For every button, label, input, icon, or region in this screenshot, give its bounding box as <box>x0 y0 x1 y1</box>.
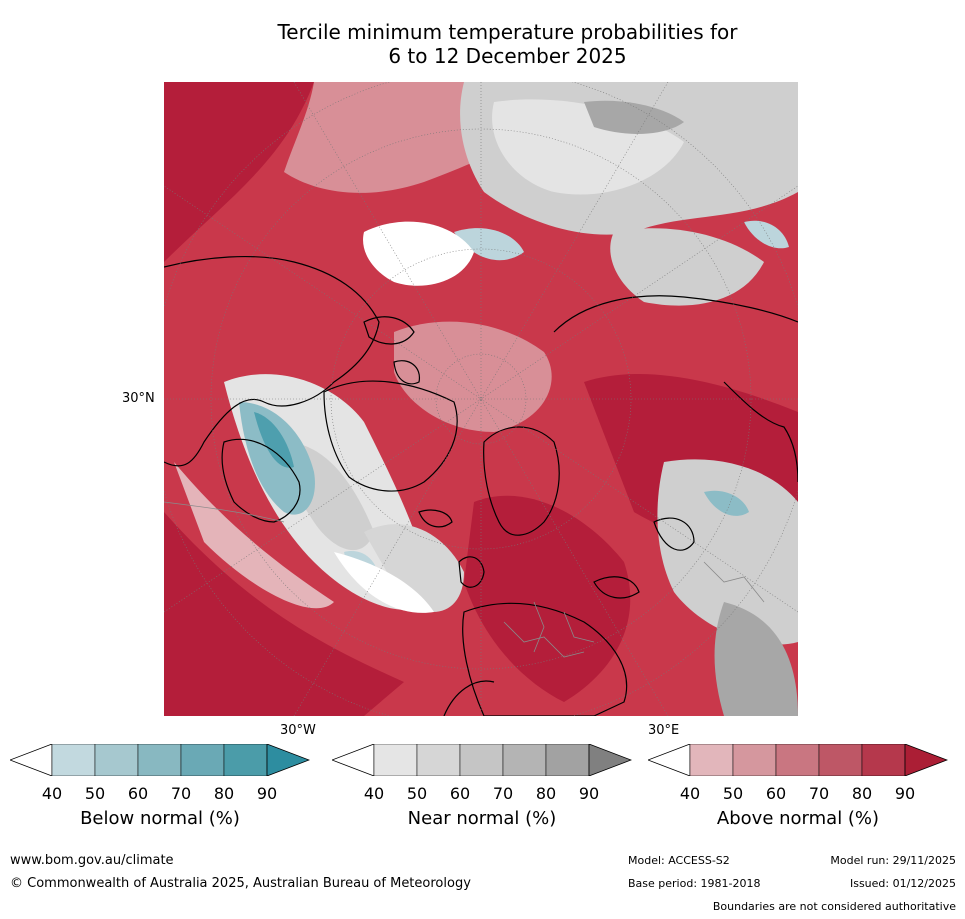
below-normal-bin-70-80 <box>180 743 225 777</box>
above-normal-colorbar-svg <box>646 743 949 777</box>
near-normal-bin-50-60 <box>416 743 461 777</box>
below-normal-tick: 40 <box>41 784 63 803</box>
region-white-atlantic <box>334 552 434 613</box>
coastlines <box>164 255 798 716</box>
coast-black-sea <box>593 576 640 599</box>
region-near-normal-east <box>657 459 798 645</box>
near-normal-tick: 70 <box>492 784 514 803</box>
above-normal-tick: 70 <box>808 784 830 803</box>
chart-title: Tercile minimum temperature probabilitie… <box>0 20 965 68</box>
near-normal-label: Near normal (%) <box>407 808 557 829</box>
below-normal-bin-60-70 <box>137 743 182 777</box>
near-normal-tick: 40 <box>363 784 385 803</box>
probability-map[interactable] <box>164 82 798 716</box>
title-line-1: Tercile minimum temperature probabilitie… <box>277 20 738 44</box>
region-light-red-southwest <box>174 462 334 609</box>
region-below-normal-siberia <box>744 220 789 249</box>
near-normal-colorbar <box>330 743 633 780</box>
coast-scandinavia <box>483 426 560 536</box>
region-white-arctic <box>363 221 474 286</box>
near-normal-tick: 50 <box>406 784 428 803</box>
below-normal-bin-40-50 <box>51 743 96 777</box>
above-normal-bin-80-90 <box>861 743 906 777</box>
below-normal-extend-high <box>266 743 311 777</box>
above-normal-bin-40-50 <box>689 743 734 777</box>
region-below-normal-arctic <box>454 228 524 261</box>
copyright-text: © Commonwealth of Australia 2025, Austra… <box>10 876 471 891</box>
above-normal-bin-50-60 <box>732 743 777 777</box>
model-run: Model run: 29/11/2025 <box>830 854 956 867</box>
near-normal-tick: 80 <box>535 784 557 803</box>
above-normal-bin-60-70 <box>775 743 820 777</box>
below-normal-tick: 50 <box>84 784 106 803</box>
below-normal-bin-50-60 <box>94 743 139 777</box>
near-normal-tick: 90 <box>578 784 600 803</box>
coast-greenland <box>323 380 458 492</box>
above-normal-extend-high <box>904 743 949 777</box>
region-light-red-center <box>394 321 552 432</box>
above-normal-tick: 60 <box>765 784 787 803</box>
lat-label-30n: 30°N <box>122 391 155 406</box>
lon-label-30e: 30°E <box>648 723 680 738</box>
region-dark-red-europe <box>464 495 631 702</box>
near-normal-bin-80-90 <box>545 743 590 777</box>
coast-uk <box>458 556 485 588</box>
coast-arctic-islands <box>363 316 421 385</box>
region-dark-red-west <box>164 82 314 262</box>
near-normal-extend-high <box>588 743 633 777</box>
coast-siberia <box>553 295 798 333</box>
region-below-normal-asia <box>704 490 749 516</box>
title-line-2: 6 to 12 December 2025 <box>388 44 627 68</box>
above-normal-label: Above normal (%) <box>716 808 880 829</box>
region-near-normal-darkgray <box>584 100 684 134</box>
website-link[interactable]: www.bom.gov.au/climate <box>10 853 174 868</box>
above-normal-tick: 80 <box>851 784 873 803</box>
coast-north-america <box>164 255 380 467</box>
region-near-normal-siberia <box>610 228 764 306</box>
below-normal-tick: 70 <box>170 784 192 803</box>
below-normal-tick: 90 <box>256 784 278 803</box>
coast-asia-east <box>723 381 798 483</box>
above-normal-tick: 90 <box>894 784 916 803</box>
above-normal-tick: 50 <box>722 784 744 803</box>
coast-africa <box>443 680 495 716</box>
parallel-60n <box>330 248 632 550</box>
near-normal-tick: 60 <box>449 784 471 803</box>
below-normal-label: Below normal (%) <box>80 808 240 829</box>
lon-label-30w: 30°W <box>280 723 316 738</box>
above-normal-extend-low <box>646 743 691 777</box>
region-below-normal-canada <box>254 412 294 468</box>
region-near-normal-atlantic <box>364 524 464 612</box>
region-near-normal-asia <box>714 602 798 716</box>
national-borders <box>164 501 765 658</box>
coast-europe <box>462 602 628 716</box>
issued-date: Issued: 01/12/2025 <box>849 877 956 890</box>
parallel-80n <box>435 353 527 445</box>
near-normal-bin-60-70 <box>459 743 504 777</box>
below-normal-colorbar-svg <box>8 743 311 777</box>
above-normal-tick: 40 <box>679 784 701 803</box>
near-normal-extend-low <box>330 743 375 777</box>
disclaimer: Boundaries are not considered authoritat… <box>712 900 956 913</box>
above-normal-bin-70-80 <box>818 743 863 777</box>
coast-caspian <box>653 517 695 551</box>
graticule <box>164 82 798 716</box>
region-dark-red-southwest <box>164 512 404 716</box>
below-normal-tick: 60 <box>127 784 149 803</box>
model-name: Model: ACCESS-S2 <box>628 854 730 867</box>
base-period: Base period: 1981-2018 <box>628 877 761 890</box>
below-normal-tick: 80 <box>213 784 235 803</box>
meridian-60e <box>164 185 798 613</box>
coast-iceland <box>418 509 453 528</box>
near-normal-colorbar-svg <box>330 743 633 777</box>
above-normal-colorbar <box>646 743 949 780</box>
below-normal-colorbar <box>8 743 311 780</box>
coast-hudson <box>221 438 301 523</box>
below-normal-extend-low <box>8 743 53 777</box>
map-svg <box>164 82 798 716</box>
parallel-40n <box>210 128 752 670</box>
below-normal-bin-80-90 <box>223 743 268 777</box>
near-normal-bin-70-80 <box>502 743 547 777</box>
near-normal-bin-40-50 <box>373 743 418 777</box>
